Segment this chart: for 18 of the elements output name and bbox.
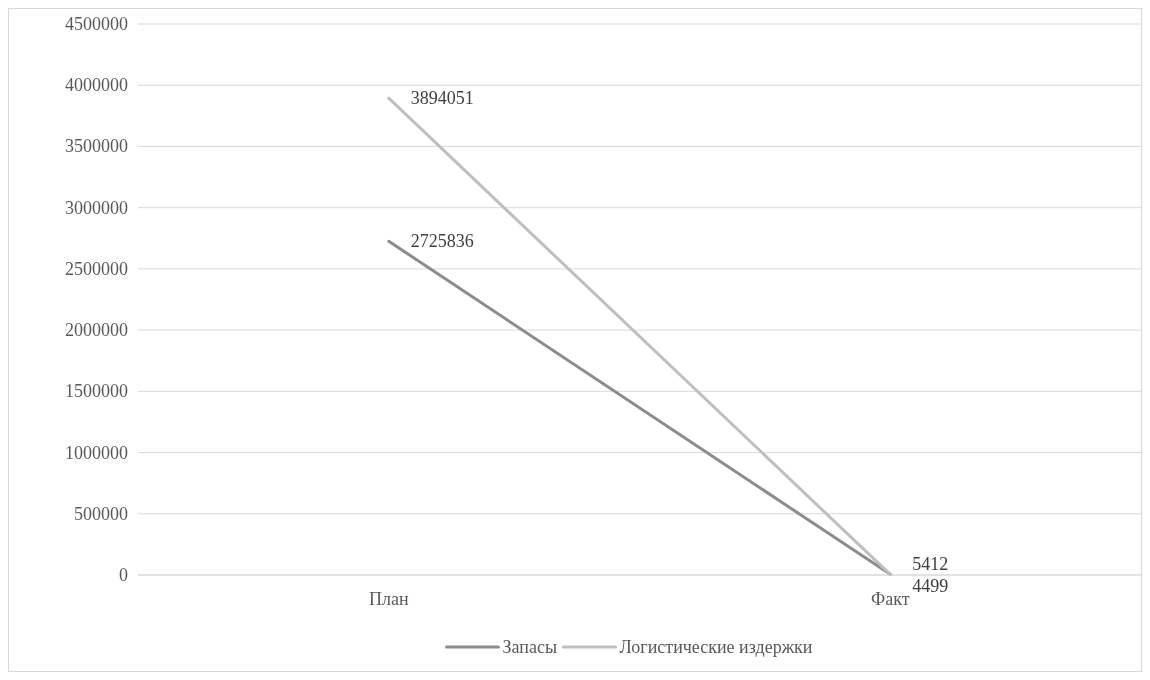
y-tick-label: 2000000 — [65, 320, 128, 341]
y-tick-label: 2500000 — [65, 258, 128, 279]
y-tick-label: 500000 — [74, 503, 128, 524]
data-label: 4499 — [912, 576, 949, 597]
legend-label: Запасы — [502, 637, 557, 657]
x-tick-label: Факт — [870, 589, 910, 609]
legend-label: Логистические издержки — [619, 637, 813, 657]
y-tick-label: 1500000 — [65, 381, 128, 402]
y-tick-label: 4500000 — [65, 14, 128, 34]
data-label: 5412 — [912, 554, 949, 575]
y-tick-label: 0 — [119, 565, 128, 585]
y-tick-label: 1000000 — [65, 442, 128, 463]
data-label: 2725836 — [410, 231, 474, 252]
y-tick-label: 3500000 — [65, 136, 128, 157]
x-tick-label: План — [368, 589, 409, 609]
data-label: 3894051 — [410, 88, 474, 109]
y-tick-label: 4000000 — [65, 75, 128, 96]
y-tick-label: 3000000 — [65, 197, 128, 218]
